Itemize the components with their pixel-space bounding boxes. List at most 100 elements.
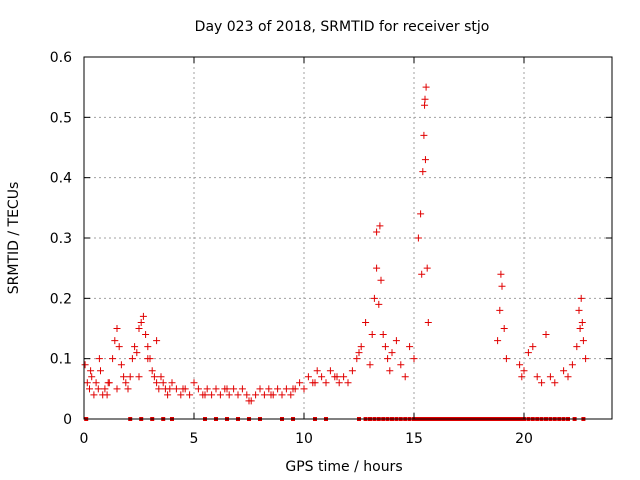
data-point bbox=[419, 168, 427, 176]
data-point bbox=[384, 355, 392, 363]
data-point bbox=[381, 343, 389, 351]
data-point bbox=[422, 83, 430, 91]
data-point bbox=[256, 385, 264, 393]
data-point bbox=[340, 373, 348, 381]
data-point bbox=[355, 349, 363, 357]
data-point bbox=[300, 385, 308, 393]
data-point bbox=[377, 276, 385, 284]
data-point bbox=[133, 349, 141, 357]
data-point bbox=[421, 156, 429, 164]
data-point bbox=[520, 367, 528, 375]
data-point bbox=[124, 385, 132, 393]
data-point bbox=[267, 391, 275, 399]
data-point bbox=[379, 331, 387, 339]
data-point bbox=[344, 379, 352, 387]
data-point bbox=[421, 95, 429, 103]
data-point bbox=[420, 131, 428, 139]
data-point bbox=[157, 373, 165, 381]
x-axis-label: GPS time / hours bbox=[285, 459, 402, 475]
data-point bbox=[353, 355, 361, 363]
data-point bbox=[155, 385, 163, 393]
data-point bbox=[120, 373, 128, 381]
data-point bbox=[335, 379, 343, 387]
data-point bbox=[406, 343, 414, 351]
data-point bbox=[500, 325, 508, 332]
data-point bbox=[142, 331, 150, 339]
data-point bbox=[318, 373, 326, 381]
data-point bbox=[234, 391, 242, 399]
data-point bbox=[418, 270, 426, 278]
data-point bbox=[203, 385, 211, 393]
data-point bbox=[238, 385, 246, 393]
data-point bbox=[366, 361, 374, 369]
data-point bbox=[86, 385, 93, 393]
data-point bbox=[551, 379, 559, 387]
data-point bbox=[153, 379, 161, 387]
data-point bbox=[117, 361, 125, 369]
data-point bbox=[579, 337, 587, 345]
data-point bbox=[265, 385, 273, 393]
data-point bbox=[103, 391, 111, 399]
data-point bbox=[179, 385, 187, 393]
data-point bbox=[516, 361, 524, 369]
data-point bbox=[575, 306, 583, 314]
data-point bbox=[150, 373, 158, 381]
data-point bbox=[148, 367, 156, 375]
data-point bbox=[518, 373, 526, 381]
data-point bbox=[392, 337, 400, 345]
axis-ticks: 0 5 10 15 20 0 0.1 0.2 0.3 0.4 0.5 0.6 bbox=[50, 50, 612, 447]
data-point bbox=[533, 373, 541, 381]
data-point bbox=[388, 349, 396, 357]
data-point bbox=[373, 264, 381, 272]
data-point bbox=[109, 355, 117, 363]
data-point bbox=[421, 101, 429, 109]
data-point bbox=[386, 367, 394, 375]
data-point bbox=[568, 361, 576, 369]
data-points bbox=[81, 83, 590, 421]
data-point bbox=[497, 270, 505, 278]
data-point bbox=[128, 355, 136, 363]
data-point bbox=[546, 373, 554, 381]
plot-frame bbox=[83, 56, 613, 420]
data-point bbox=[212, 385, 220, 393]
data-point bbox=[370, 294, 378, 302]
data-point bbox=[245, 397, 253, 405]
data-point bbox=[144, 343, 152, 351]
data-point bbox=[97, 367, 104, 375]
data-point bbox=[260, 391, 268, 399]
data-point bbox=[397, 361, 405, 369]
data-point bbox=[274, 385, 282, 393]
y-tick-label: 0.6 bbox=[50, 50, 72, 66]
data-point bbox=[216, 391, 224, 399]
data-point bbox=[576, 325, 584, 332]
data-point bbox=[278, 391, 286, 399]
data-point bbox=[225, 391, 233, 399]
x-tick-label: 5 bbox=[190, 431, 199, 447]
data-point bbox=[139, 312, 147, 320]
data-point bbox=[115, 343, 123, 351]
data-point bbox=[296, 379, 304, 387]
data-point bbox=[166, 385, 174, 393]
data-point bbox=[135, 325, 143, 332]
data-point bbox=[410, 355, 418, 363]
data-point bbox=[498, 282, 506, 290]
data-point bbox=[311, 379, 319, 387]
y-tick-label: 0.5 bbox=[50, 110, 72, 126]
data-point bbox=[362, 318, 370, 326]
y-tick-label: 0 bbox=[63, 412, 72, 428]
data-point bbox=[177, 391, 185, 399]
data-point bbox=[582, 355, 590, 363]
data-point bbox=[92, 379, 100, 387]
data-point bbox=[168, 379, 176, 387]
data-point bbox=[287, 391, 295, 399]
data-point bbox=[289, 385, 297, 393]
data-point bbox=[414, 234, 422, 242]
data-point bbox=[322, 379, 330, 387]
data-point bbox=[153, 337, 161, 345]
data-point bbox=[113, 385, 121, 393]
data-point bbox=[94, 385, 102, 393]
data-point bbox=[90, 391, 98, 399]
data-point bbox=[577, 294, 585, 302]
data-point bbox=[564, 373, 572, 381]
data-point bbox=[186, 391, 194, 399]
